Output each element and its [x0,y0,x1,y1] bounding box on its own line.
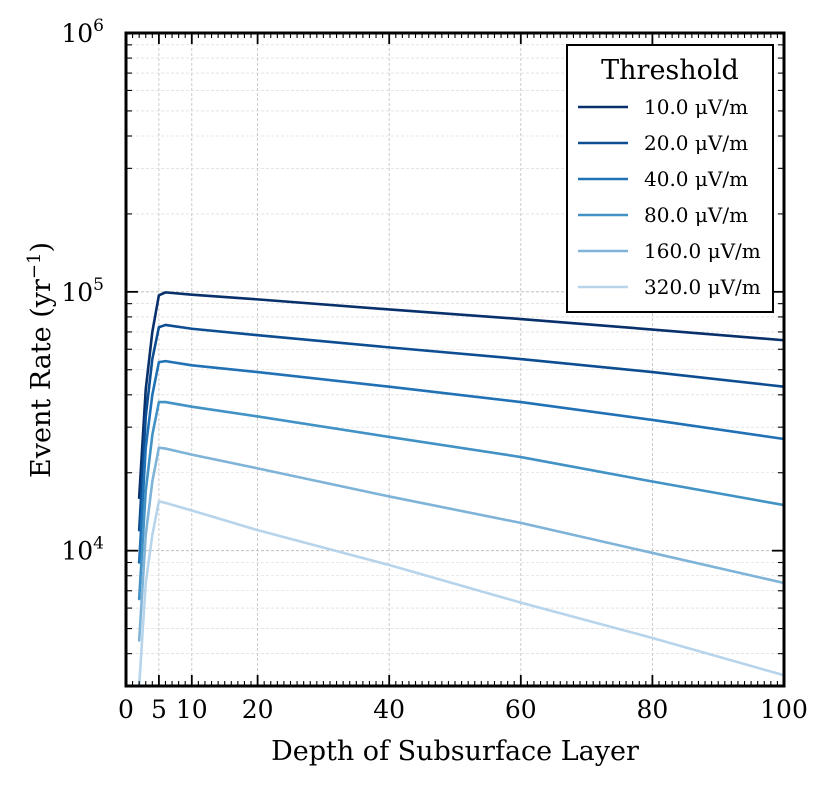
x-axis-label: Depth of Subsurface Layer [271,736,639,767]
y-tick-label-exp: 5 [93,275,104,295]
y-tick-label: 106 [61,16,104,48]
y-axis-label: Event Rate (yr−1) [24,242,57,478]
legend: Threshold 10.0 μV/m 20.0 μV/m 40.0 μV/m 80.… [566,44,774,313]
series-line-3 [137,359,786,564]
series-line-1 [137,291,786,500]
y-tick-label-base: 10 [61,19,93,48]
y-axis-label-main: Event Rate (yr [26,279,57,478]
y-tick-label: 105 [61,275,104,307]
x-tick-label: 80 [636,695,668,724]
series-line-6 [137,500,786,688]
x-tick-label: 0 [118,695,134,724]
x-tick-label: 10 [176,695,208,724]
legend-title: Threshold [601,55,739,86]
series-line-5 [137,446,786,642]
legend-entries: 10.0 μV/m 20.0 μV/m 40.0 μV/m 80.0 μV/m 160.… [578,95,761,299]
y-axis-label-exp: −1 [24,253,45,280]
series-line-4 [137,400,786,601]
y-axis-label-close: ) [26,242,57,253]
x-tick-label: 60 [505,695,537,724]
x-tick-labels: 0 5 10 20 40 60 80 100 [118,695,808,724]
series-line-2 [137,323,786,532]
y-tick-label-base: 10 [61,537,93,566]
legend-label: 40.0 μV/m [644,167,748,191]
y-tick-label-exp: 4 [93,534,104,554]
y-tick-label-exp: 6 [93,16,104,36]
y-tick-label: 104 [61,534,104,566]
legend-label: 20.0 μV/m [644,131,748,155]
x-tick-label: 40 [373,695,405,724]
series-lines [137,291,786,688]
legend-label: 10.0 μV/m [644,95,748,119]
x-tick-label: 100 [760,695,808,724]
legend-label: 80.0 μV/m [644,203,748,227]
legend-label: 320.0 μV/m [644,275,761,299]
x-tick-label: 5 [151,695,167,724]
plot-frame [124,31,786,688]
x-tick-label: 20 [242,695,274,724]
y-tick-label-base: 10 [61,278,93,307]
legend-label: 160.0 μV/m [644,239,761,263]
